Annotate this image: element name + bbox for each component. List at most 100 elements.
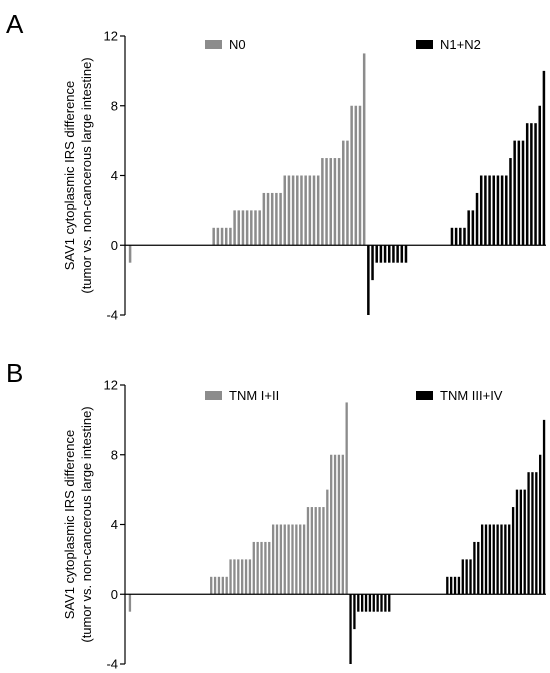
bar-black bbox=[392, 245, 395, 263]
bar-gray bbox=[321, 158, 324, 246]
bar-black bbox=[454, 227, 458, 246]
bar-gray bbox=[291, 524, 294, 595]
bar-black bbox=[505, 175, 508, 246]
bar-black bbox=[469, 559, 472, 595]
bar-black bbox=[372, 594, 375, 612]
bar-black bbox=[496, 524, 499, 595]
bar-gray bbox=[350, 105, 353, 246]
bar-black bbox=[508, 524, 511, 595]
bar-black bbox=[538, 105, 541, 246]
bar-black bbox=[496, 175, 500, 246]
bar-gray bbox=[213, 576, 217, 595]
bar-gray bbox=[316, 175, 320, 246]
bar-black bbox=[383, 245, 387, 263]
bar-gray bbox=[258, 210, 261, 246]
bar-gray bbox=[229, 227, 232, 246]
bar-black bbox=[463, 227, 466, 246]
legend-label-1: N0 bbox=[229, 37, 246, 52]
bar-black bbox=[388, 594, 391, 612]
bar-black bbox=[446, 576, 449, 595]
panel-label-b: B bbox=[6, 358, 23, 388]
bar-gray bbox=[346, 140, 349, 246]
bar-gray bbox=[266, 192, 270, 246]
bar-gray bbox=[333, 454, 337, 595]
y-axis-label-line-2: (tumor vs. non-cancerous large intestine… bbox=[79, 57, 94, 293]
bar-gray bbox=[312, 175, 316, 246]
bar-gray bbox=[233, 210, 236, 246]
y-axis-label-line-2: (tumor vs. non-cancerous large intestine… bbox=[79, 406, 94, 642]
bar-black bbox=[484, 524, 488, 595]
bar-gray bbox=[314, 507, 317, 595]
bar-black bbox=[473, 541, 476, 595]
bar-black bbox=[504, 524, 507, 595]
bar-black bbox=[404, 245, 408, 263]
bar-gray bbox=[221, 576, 224, 595]
bar-gray bbox=[260, 541, 263, 595]
bar-gray bbox=[225, 576, 228, 595]
bar-black bbox=[530, 123, 533, 246]
legend-label-2: N1+N2 bbox=[440, 37, 481, 52]
bar-gray bbox=[237, 559, 240, 595]
bar-black bbox=[376, 594, 379, 612]
bar-gray bbox=[252, 541, 255, 595]
bar-black bbox=[539, 454, 542, 595]
legend-swatch-2 bbox=[416, 40, 433, 49]
bar-black bbox=[461, 559, 464, 595]
bar-black bbox=[396, 245, 399, 263]
bar-black bbox=[535, 472, 538, 595]
bar-black bbox=[480, 524, 484, 595]
bar-gray bbox=[241, 559, 244, 595]
bar-gray bbox=[275, 192, 278, 246]
bar-gray bbox=[287, 524, 290, 595]
bar-gray bbox=[224, 227, 228, 246]
bar-gray bbox=[358, 105, 362, 246]
bar-gray bbox=[241, 210, 245, 246]
bar-black bbox=[353, 594, 356, 630]
legend-swatch-2 bbox=[416, 391, 433, 400]
bar-gray bbox=[279, 192, 282, 246]
bar-black bbox=[380, 594, 383, 612]
bar-gray bbox=[229, 559, 232, 595]
bar-gray bbox=[283, 175, 287, 246]
bar-gray bbox=[310, 507, 313, 595]
bar-gray bbox=[250, 210, 253, 246]
bar-black bbox=[400, 245, 404, 263]
bar-black bbox=[513, 140, 516, 246]
y-tick-label: 8 bbox=[111, 98, 118, 113]
bar-black bbox=[523, 489, 526, 595]
bar-gray bbox=[296, 175, 299, 246]
bar-gray bbox=[216, 227, 220, 246]
bar-black bbox=[492, 175, 496, 246]
bar-black bbox=[388, 245, 391, 263]
bar-gray bbox=[217, 576, 221, 595]
bar-black bbox=[465, 559, 468, 595]
bar-black bbox=[371, 245, 374, 281]
bar-gray bbox=[233, 559, 236, 595]
bar-gray bbox=[329, 158, 332, 246]
bar-black bbox=[459, 227, 462, 246]
bar-black bbox=[368, 594, 372, 612]
bar-gray bbox=[275, 524, 279, 595]
bar-black bbox=[527, 472, 530, 595]
bar-black bbox=[488, 524, 492, 595]
bar-black bbox=[379, 245, 383, 263]
bar-gray bbox=[268, 541, 271, 595]
bar-gray bbox=[244, 559, 248, 595]
legend-label-1: TNM I+II bbox=[229, 388, 279, 403]
bar-gray bbox=[362, 53, 366, 246]
bar-black bbox=[453, 576, 457, 595]
bar-gray bbox=[212, 227, 215, 246]
bar-gray bbox=[262, 192, 266, 246]
bar-black bbox=[525, 123, 529, 246]
bar-black bbox=[450, 227, 454, 246]
y-tick-label: 8 bbox=[111, 447, 118, 462]
bar-gray bbox=[300, 175, 303, 246]
bar-black bbox=[349, 594, 352, 664]
bar-gray bbox=[291, 175, 295, 246]
y-tick-label: -4 bbox=[106, 657, 118, 672]
bar-gray bbox=[337, 158, 341, 246]
bar-black bbox=[500, 175, 504, 246]
bar-black bbox=[542, 70, 546, 246]
bar-black bbox=[467, 210, 470, 246]
y-tick-label: 0 bbox=[111, 238, 118, 253]
